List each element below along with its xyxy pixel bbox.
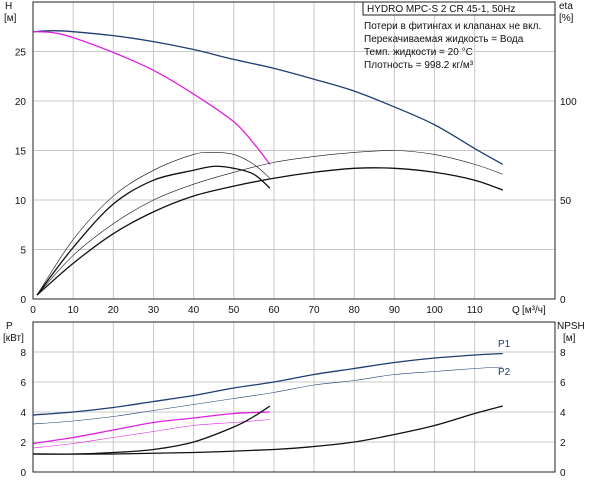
series-line	[32, 30, 504, 165]
x-tick-label: 30	[148, 305, 160, 316]
y2-tick-label: 0	[560, 295, 566, 306]
series-line	[36, 165, 271, 296]
series-line	[36, 167, 504, 296]
y-tick-label: 25	[15, 48, 27, 59]
x-tick-label: 0	[30, 305, 36, 316]
x-tick-label: 100	[426, 305, 443, 316]
top-plot-frame	[32, 1, 556, 300]
x-tick-label: 10	[68, 305, 80, 316]
bottom-right-axis-symbol: NPSH	[557, 321, 585, 332]
series-line	[32, 411, 270, 445]
x-tick-label: 60	[268, 305, 280, 316]
x-tick-label: 40	[188, 305, 200, 316]
y2-tick-label: 100	[560, 97, 577, 108]
curve-layer	[32, 30, 504, 455]
bottom-left-axis-symbol: P	[6, 321, 13, 332]
series-line	[32, 419, 270, 449]
y2-tick-label: 0	[560, 468, 566, 479]
p2-curve	[32, 366, 503, 425]
series-line	[36, 152, 271, 296]
series-line	[36, 150, 503, 296]
x-tick-label: 20	[108, 305, 120, 316]
y2-tick-label: 50	[560, 196, 572, 207]
title-box	[362, 1, 556, 16]
bottom-right-axis-unit: [м]	[563, 333, 576, 344]
chart-title: HYDRO MPC-S 2 CR 45-1, 50Hz	[367, 4, 515, 15]
y-tick-label: 8	[20, 348, 26, 359]
p1-curve	[32, 352, 503, 416]
y-tick-label: 6	[20, 378, 26, 389]
y-tick-label: 2	[20, 438, 26, 449]
p2-curve-label: P2	[498, 367, 511, 378]
top-right-axis-unit: [%]	[559, 13, 574, 24]
x-axis-unit: [м³/ч]	[522, 305, 546, 316]
x-tick-label: 50	[228, 305, 240, 316]
x-tick-label: 70	[309, 305, 321, 316]
y2-tick-label: 4	[560, 408, 566, 419]
grid-layer	[33, 2, 555, 472]
y-tick-label: 0	[20, 295, 26, 306]
x-tick-label: 110	[467, 305, 483, 316]
bottom-left-axis-unit: [кВт]	[3, 333, 24, 344]
bottom-plot-frame	[32, 321, 556, 473]
y2-tick-label: 6	[560, 378, 566, 389]
y-tick-label: 15	[15, 147, 27, 158]
y2-tick-label: 2	[560, 438, 566, 449]
info-line-fittings: Потери в фитингах и клапанах не вкл.	[364, 20, 541, 32]
info-line-density: Плотность = 998.2 кг/м³	[364, 60, 474, 71]
y2-tick-label: 8	[560, 348, 566, 359]
x-tick-label: 80	[349, 305, 361, 316]
x-tick-label: 90	[389, 305, 401, 316]
top-right-axis-symbol: eta	[559, 1, 573, 12]
p1-curve-label: P1	[498, 339, 511, 350]
y-tick-label: 20	[15, 97, 27, 108]
y-tick-label: 4	[20, 408, 26, 419]
y-tick-label: 0	[20, 468, 26, 479]
series-line	[32, 405, 503, 455]
top-left-axis-unit: [м]	[4, 13, 17, 24]
x-axis-symbol: Q	[512, 305, 520, 316]
top-left-axis-symbol: H	[5, 1, 12, 12]
series-line	[32, 31, 271, 165]
info-line-liquid: Перекачиваемая жидкость = Вода	[364, 34, 524, 45]
y-tick-label: 5	[20, 246, 26, 257]
y-tick-label: 10	[15, 196, 27, 207]
info-line-temperature: Темп. жидкости = 20 °C	[364, 47, 473, 58]
